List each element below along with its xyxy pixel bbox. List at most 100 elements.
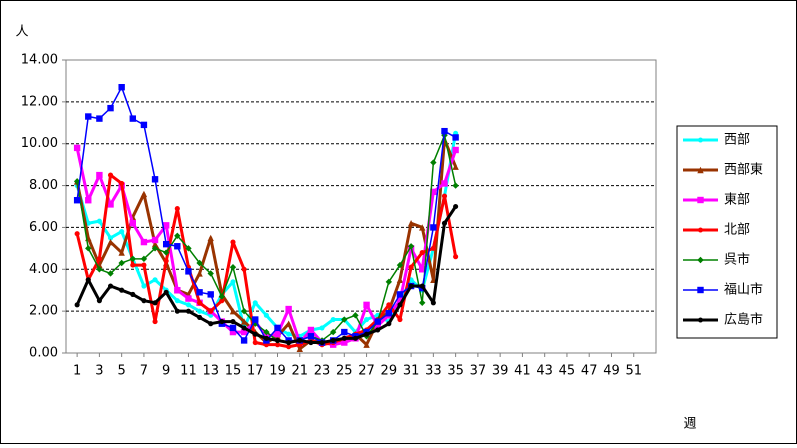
marker [263, 335, 269, 341]
marker [74, 231, 80, 237]
marker [386, 321, 392, 327]
marker [697, 227, 704, 233]
y-tick-label: 0.00 [29, 346, 58, 361]
marker [296, 345, 303, 353]
x-tick-label: 23 [314, 364, 331, 379]
x-tick-label: 29 [381, 364, 398, 379]
marker [419, 249, 425, 256]
marker [252, 339, 258, 346]
marker [229, 324, 237, 332]
marker [107, 270, 114, 277]
marker [85, 245, 92, 252]
marker [185, 302, 192, 308]
marker [85, 277, 91, 283]
marker [263, 312, 269, 318]
marker [375, 327, 381, 333]
marker [119, 287, 125, 293]
marker [452, 182, 459, 189]
marker [441, 220, 448, 226]
marker [85, 113, 92, 120]
marker [218, 293, 226, 300]
x-tick-label: 51 [625, 364, 642, 379]
marker [396, 297, 404, 304]
y-tick-label: 12.00 [21, 94, 58, 109]
marker [374, 322, 381, 329]
x-tick-label: 19 [269, 364, 286, 379]
marker [129, 115, 136, 122]
x-tick-label: 11 [180, 364, 197, 379]
marker [118, 84, 125, 91]
marker [96, 298, 102, 304]
marker [430, 300, 436, 306]
marker [241, 325, 247, 331]
marker [363, 301, 370, 309]
marker [163, 258, 169, 264]
marker [107, 238, 114, 246]
x-tick-label: 47 [581, 364, 598, 379]
marker [141, 298, 147, 304]
x-tick-label: 45 [559, 364, 576, 379]
marker [285, 320, 292, 327]
marker [274, 342, 281, 348]
marker [207, 291, 214, 298]
y-tick-label: 8.00 [29, 178, 58, 193]
marker [119, 229, 125, 235]
marker [140, 255, 148, 263]
marker [364, 331, 370, 337]
legend-label: 東部 [724, 192, 750, 208]
marker [341, 316, 348, 323]
marker [297, 337, 303, 344]
marker [341, 335, 347, 341]
marker [240, 337, 248, 344]
marker [408, 264, 414, 270]
marker [174, 298, 180, 304]
marker [697, 166, 704, 174]
marker [274, 324, 281, 332]
marker [140, 121, 148, 129]
marker [241, 266, 247, 272]
marker [229, 328, 237, 336]
marker [229, 263, 237, 271]
legend-label: 福山市 [724, 282, 763, 298]
y-tick-label: 10.00 [21, 136, 58, 151]
marker [151, 240, 159, 248]
marker [230, 239, 236, 245]
marker [274, 337, 281, 344]
x-tick-label: 7 [140, 364, 148, 379]
marker [374, 318, 381, 325]
marker [152, 277, 158, 283]
marker [285, 305, 292, 313]
marker [96, 266, 103, 273]
marker [174, 243, 181, 250]
marker [697, 256, 704, 264]
marker [307, 326, 315, 334]
marker [141, 283, 147, 289]
marker [453, 203, 459, 210]
marker [452, 163, 459, 170]
marker [207, 270, 214, 277]
marker [196, 259, 203, 267]
marker [96, 115, 103, 122]
marker [85, 197, 92, 204]
marker [152, 319, 158, 325]
marker [107, 104, 114, 112]
marker [107, 172, 114, 178]
marker [197, 300, 203, 306]
marker [141, 262, 147, 268]
legend-label: 呉市 [724, 252, 750, 268]
marker [96, 218, 102, 224]
x-tick-label: 33 [425, 364, 442, 379]
marker [419, 266, 426, 273]
marker [208, 308, 214, 314]
marker [185, 308, 192, 314]
x-tick-label: 21 [292, 364, 309, 379]
marker [397, 302, 403, 308]
marker [197, 308, 203, 314]
marker [352, 335, 358, 341]
marker [174, 232, 181, 239]
marker [286, 339, 292, 346]
marker [162, 249, 170, 256]
marker [441, 180, 448, 187]
marker [107, 201, 114, 208]
